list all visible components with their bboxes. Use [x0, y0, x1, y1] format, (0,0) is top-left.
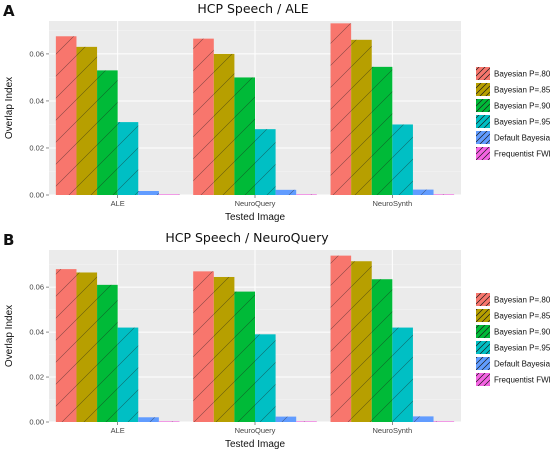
bar-neuroquery-bayesian-p-80-hatch — [193, 38, 214, 196]
legend-key-hatch — [476, 99, 490, 112]
bar-neuroquery-bayesian-p-80-hatch — [193, 271, 214, 422]
panel-a: A HCP Speech / ALE 0.00 0.02 0.04 0.06 ALE N… — [3, 1, 550, 223]
bar-neurosynth-bayesian-p-80-hatch — [330, 23, 352, 196]
bar-neurosynth-bayesian-p-80-hatch — [330, 255, 352, 422]
legend-label: Default Bayesian — [494, 360, 550, 369]
bar-neurosynth-frequentist-fwe-hatch — [433, 194, 455, 195]
y-tick-label: 0.00 — [29, 191, 44, 200]
legend-label: Frequentist FWE — [494, 150, 550, 159]
y-tick-label: 0.02 — [29, 373, 44, 382]
bars — [55, 255, 455, 422]
y-axis-title: Overlap Index — [4, 77, 15, 139]
bar-ale-bayesian-p-80-hatch — [55, 36, 77, 195]
bar-neurosynth-bayesian-p-90-hatch — [371, 279, 393, 422]
bar-neurosynth-default-bayesian-hatch — [412, 189, 434, 195]
legend-key-hatch — [476, 293, 490, 306]
bar-neurosynth-bayesian-p-95-hatch — [392, 124, 413, 195]
legend-key-hatch — [476, 83, 490, 96]
legend-label: Bayesian P=.85 — [494, 86, 550, 95]
bar-ale-frequentist-fwe-hatch — [158, 421, 180, 422]
bar-ale-default-bayesian-hatch — [138, 417, 159, 422]
x-tick-label: NeuroSynth — [373, 199, 413, 208]
panel-b: B HCP Speech / NeuroQuery 0.000.020.040.… — [3, 230, 550, 450]
bar-neuroquery-frequentist-fwe-hatch — [296, 421, 317, 422]
x-tick-label: NeuroQuery — [235, 426, 276, 435]
y-axis-ticks: 0.00 0.02 0.04 0.06 — [29, 283, 49, 427]
legend: Bayesian P=.80 Bayesian P=.85 Bayesian P=.… — [476, 67, 550, 160]
bar-neuroquery-bayesian-p-95-hatch — [255, 334, 276, 422]
chart-title: HCP Speech / ALE — [197, 1, 308, 16]
bar-neurosynth-frequentist-fwe-hatch — [433, 421, 455, 422]
y-axis-title: Overlap Index — [4, 305, 15, 367]
bar-neuroquery-default-bayesian-hatch — [275, 189, 297, 195]
bar-ale-bayesian-p-90-hatch — [97, 70, 118, 195]
legend-key-hatch — [476, 373, 490, 386]
legend-label: Bayesian P=.90 — [494, 328, 550, 337]
y-tick-label: 0.04 — [29, 328, 44, 337]
x-axis-title: Tested Image — [225, 212, 285, 223]
x-tick-label: NeuroQuery — [235, 199, 276, 208]
legend: Bayesian P=.80 Bayesian P=.85 Bayesian P=.… — [476, 293, 550, 386]
x-tick-label: NeuroSynth — [373, 426, 413, 435]
x-axis-ticks: ALE NeuroQuery NeuroSynth — [111, 195, 413, 208]
legend-key-hatch — [476, 115, 490, 128]
x-tick-label: ALE — [111, 199, 125, 208]
bar-neurosynth-bayesian-p-85-hatch — [351, 39, 372, 196]
bar-neurosynth-bayesian-p-90-hatch — [371, 66, 393, 195]
panel-label: A — [3, 2, 15, 20]
bar-neuroquery-bayesian-p-85-hatch — [213, 276, 235, 422]
bar-neuroquery-frequentist-fwe-hatch — [296, 194, 317, 195]
legend-label: Bayesian P=.95 — [494, 118, 550, 127]
bars — [55, 23, 455, 196]
bar-ale-bayesian-p-95-hatch — [117, 122, 139, 195]
x-axis-ticks: ALE NeuroQuery NeuroSynth — [111, 422, 413, 435]
y-tick-label: 0.00 — [29, 418, 44, 427]
legend-key-hatch — [476, 309, 490, 322]
bar-ale-bayesian-p-95-hatch — [117, 327, 139, 422]
y-tick-label: 0.02 — [29, 144, 44, 153]
legend-label: Bayesian P=.85 — [494, 312, 550, 321]
legend-key-hatch — [476, 147, 490, 160]
bar-neuroquery-bayesian-p-90-hatch — [234, 77, 255, 195]
legend-key-hatch — [476, 341, 490, 354]
y-tick-label: 0.06 — [29, 50, 44, 59]
legend-label: Bayesian P=.80 — [494, 70, 550, 79]
bar-neuroquery-bayesian-p-90-hatch — [234, 291, 255, 422]
bar-neuroquery-default-bayesian-hatch — [275, 416, 297, 422]
legend-label: Bayesian P=.80 — [494, 296, 550, 305]
bar-ale-bayesian-p-85-hatch — [76, 46, 98, 195]
bar-ale-bayesian-p-85-hatch — [76, 272, 98, 422]
y-axis-ticks: 0.00 0.02 0.04 0.06 — [29, 50, 49, 200]
legend-key-hatch — [476, 67, 490, 80]
legend-label: Bayesian P=.95 — [494, 344, 550, 353]
legend-label: Frequentist FWE — [494, 376, 550, 385]
legend-label: Bayesian P=.90 — [494, 102, 550, 111]
legend-key-hatch — [476, 325, 490, 338]
legend-label: Default Bayesian — [494, 134, 550, 143]
chart-title: HCP Speech / NeuroQuery — [165, 230, 329, 245]
x-axis-title: Tested Image — [225, 439, 285, 450]
bar-neuroquery-bayesian-p-95-hatch — [255, 129, 276, 195]
bar-neuroquery-bayesian-p-85-hatch — [213, 53, 235, 196]
bar-ale-default-bayesian-hatch — [138, 191, 159, 195]
bar-neurosynth-bayesian-p-85-hatch — [351, 261, 372, 422]
bar-ale-bayesian-p-80-hatch — [55, 269, 77, 422]
bar-ale-frequentist-fwe-hatch — [158, 194, 180, 195]
y-tick-label: 0.06 — [29, 283, 44, 292]
y-tick-label: 0.04 — [29, 97, 44, 106]
bar-ale-bayesian-p-90-hatch — [97, 284, 118, 422]
bar-neurosynth-bayesian-p-95-hatch — [392, 327, 413, 422]
legend-key-hatch — [476, 131, 490, 144]
x-tick-label: ALE — [111, 426, 125, 435]
bar-neurosynth-default-bayesian-hatch — [412, 416, 434, 422]
panel-label: B — [3, 231, 14, 249]
legend-key-hatch — [476, 357, 490, 370]
